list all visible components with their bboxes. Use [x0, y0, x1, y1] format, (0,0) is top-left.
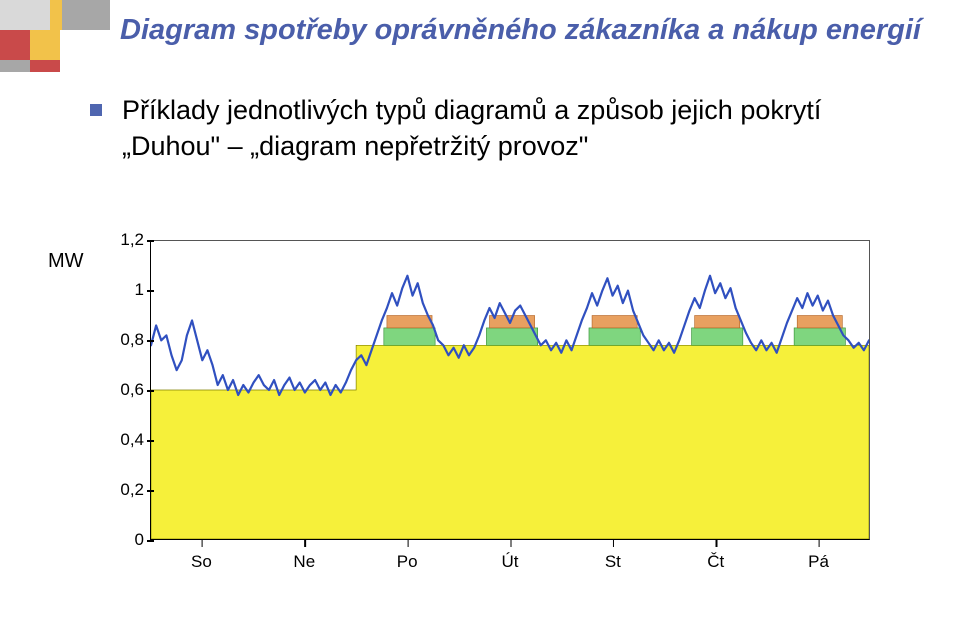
- decor-square: [50, 0, 62, 30]
- decor-corner: [0, 0, 110, 90]
- x-tick-label: Pá: [808, 552, 829, 626]
- y-axis-label: MW: [48, 250, 84, 273]
- x-tick-label: Čt: [707, 552, 724, 626]
- page-title: Diagram spotřeby oprávněného zákazníka a…: [120, 14, 919, 47]
- decor-square: [30, 30, 60, 60]
- plot-area: [150, 240, 870, 540]
- bullet-item: Příklady jednotlivých typů diagramů a zp…: [90, 92, 899, 165]
- decor-square: [0, 30, 30, 60]
- y-tick-label: 1: [110, 280, 150, 300]
- y-tick-label: 1,2: [110, 230, 150, 250]
- chart: MW 00,20,40,60,811,2 SoNePoÚtStČtPá: [110, 230, 890, 590]
- decor-square: [62, 0, 110, 30]
- x-tick-label: St: [605, 552, 621, 626]
- y-tick-label: 0,2: [110, 480, 150, 500]
- x-tick-label: Ne: [293, 552, 315, 626]
- y-tick-label: 0: [110, 530, 150, 550]
- decor-square: [30, 60, 60, 72]
- chart-svg: [151, 241, 869, 539]
- decor-square: [0, 60, 30, 72]
- y-tick-label: 0,8: [110, 330, 150, 350]
- bullet-icon: [90, 104, 102, 116]
- y-tick-label: 0,4: [110, 430, 150, 450]
- x-tick-label: So: [191, 552, 212, 626]
- decor-square: [0, 0, 50, 30]
- y-tick-label: 0,6: [110, 380, 150, 400]
- x-tick-label: Po: [397, 552, 418, 626]
- bullet-text: Příklady jednotlivých typů diagramů a zp…: [122, 92, 899, 165]
- x-tick-label: Út: [502, 552, 519, 626]
